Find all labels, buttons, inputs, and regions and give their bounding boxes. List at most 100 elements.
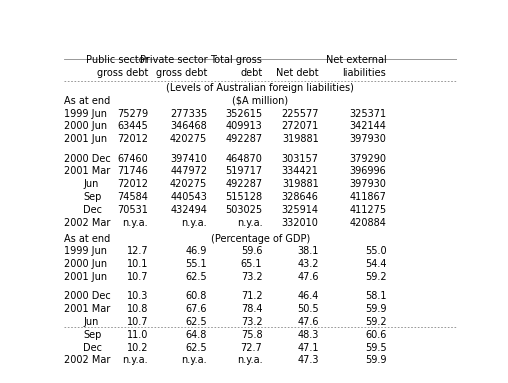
Text: 67460: 67460	[117, 154, 148, 164]
Text: 54.4: 54.4	[365, 259, 386, 269]
Text: As at end: As at end	[65, 234, 111, 244]
Text: 47.6: 47.6	[297, 317, 319, 327]
Text: liabilities: liabilities	[342, 68, 386, 78]
Text: 409913: 409913	[226, 121, 262, 131]
Text: Total gross: Total gross	[210, 56, 262, 65]
Text: 73.2: 73.2	[241, 272, 262, 282]
Text: 332010: 332010	[282, 218, 319, 228]
Text: Jun: Jun	[83, 179, 99, 189]
Text: 72012: 72012	[117, 179, 148, 189]
Text: 397410: 397410	[170, 154, 207, 164]
Text: 10.7: 10.7	[126, 317, 148, 327]
Text: 11.0: 11.0	[127, 330, 148, 340]
Text: Net debt: Net debt	[276, 68, 319, 78]
Text: 2000 Jun: 2000 Jun	[65, 121, 107, 131]
Text: 396996: 396996	[350, 167, 386, 177]
Text: 47.3: 47.3	[297, 355, 319, 365]
Text: 334421: 334421	[282, 167, 319, 177]
Text: 492287: 492287	[225, 134, 262, 144]
Text: 447972: 447972	[170, 167, 207, 177]
Text: Private sector: Private sector	[140, 56, 207, 65]
Text: 65.1: 65.1	[241, 259, 262, 269]
Text: 411275: 411275	[349, 205, 386, 215]
Text: (Percentage of GDP): (Percentage of GDP)	[211, 234, 310, 244]
Text: 397930: 397930	[350, 179, 386, 189]
Text: 2001 Mar: 2001 Mar	[65, 304, 111, 314]
Text: 48.3: 48.3	[297, 330, 319, 340]
Text: 59.2: 59.2	[365, 317, 386, 327]
Text: n.y.a.: n.y.a.	[237, 218, 262, 228]
Text: 75279: 75279	[117, 109, 148, 119]
Text: 328646: 328646	[282, 192, 319, 202]
Text: 72012: 72012	[117, 134, 148, 144]
Text: 59.9: 59.9	[365, 304, 386, 314]
Text: n.y.a.: n.y.a.	[122, 355, 148, 365]
Text: 379290: 379290	[350, 154, 386, 164]
Text: Public sector: Public sector	[85, 56, 148, 65]
Text: 10.7: 10.7	[126, 272, 148, 282]
Text: 272071: 272071	[281, 121, 319, 131]
Text: gross debt: gross debt	[97, 68, 148, 78]
Text: 420884: 420884	[350, 218, 386, 228]
Text: Sep: Sep	[83, 192, 102, 202]
Text: 12.7: 12.7	[126, 246, 148, 256]
Text: 71746: 71746	[117, 167, 148, 177]
Text: 60.8: 60.8	[186, 291, 207, 301]
Text: 2001 Mar: 2001 Mar	[65, 167, 111, 177]
Text: 46.4: 46.4	[297, 291, 319, 301]
Text: 325914: 325914	[281, 205, 319, 215]
Text: ($A million): ($A million)	[232, 96, 289, 106]
Text: 67.6: 67.6	[186, 304, 207, 314]
Text: gross debt: gross debt	[156, 68, 207, 78]
Text: 58.1: 58.1	[365, 291, 386, 301]
Text: 46.9: 46.9	[186, 246, 207, 256]
Text: 74584: 74584	[117, 192, 148, 202]
Text: 47.6: 47.6	[297, 272, 319, 282]
Text: 325371: 325371	[349, 109, 386, 119]
Text: 71.2: 71.2	[241, 291, 262, 301]
Text: 2001 Jun: 2001 Jun	[65, 134, 107, 144]
Text: 2000 Jun: 2000 Jun	[65, 259, 107, 269]
Text: 10.1: 10.1	[127, 259, 148, 269]
Text: 60.6: 60.6	[365, 330, 386, 340]
Text: 64.8: 64.8	[186, 330, 207, 340]
Text: 319881: 319881	[282, 134, 319, 144]
Text: Sep: Sep	[83, 330, 102, 340]
Text: 43.2: 43.2	[297, 259, 319, 269]
Text: 2002 Mar: 2002 Mar	[65, 218, 111, 228]
Text: 38.1: 38.1	[297, 246, 319, 256]
Text: 342144: 342144	[350, 121, 386, 131]
Text: 420275: 420275	[170, 134, 207, 144]
Text: 432494: 432494	[170, 205, 207, 215]
Text: 1999 Jun: 1999 Jun	[65, 109, 107, 119]
Text: 2002 Mar: 2002 Mar	[65, 355, 111, 365]
Text: Net external: Net external	[326, 56, 386, 65]
Text: 62.5: 62.5	[185, 272, 207, 282]
Text: 59.5: 59.5	[365, 343, 386, 353]
Text: 420275: 420275	[170, 179, 207, 189]
Text: 70531: 70531	[117, 205, 148, 215]
Text: debt: debt	[240, 68, 262, 78]
Text: 2001 Jun: 2001 Jun	[65, 272, 107, 282]
Text: 72.7: 72.7	[241, 343, 262, 353]
Text: 10.3: 10.3	[127, 291, 148, 301]
Text: n.y.a.: n.y.a.	[181, 218, 207, 228]
Text: 464870: 464870	[226, 154, 262, 164]
Text: 10.2: 10.2	[126, 343, 148, 353]
Text: 397930: 397930	[350, 134, 386, 144]
Text: Dec: Dec	[83, 343, 102, 353]
Text: 62.5: 62.5	[185, 343, 207, 353]
Text: 346468: 346468	[171, 121, 207, 131]
Text: 503025: 503025	[225, 205, 262, 215]
Text: 73.2: 73.2	[241, 317, 262, 327]
Text: 55.0: 55.0	[365, 246, 386, 256]
Text: 277335: 277335	[170, 109, 207, 119]
Text: 515128: 515128	[225, 192, 262, 202]
Text: 411867: 411867	[350, 192, 386, 202]
Text: 440543: 440543	[170, 192, 207, 202]
Text: 2000 Dec: 2000 Dec	[65, 291, 111, 301]
Text: Dec: Dec	[83, 205, 102, 215]
Text: 62.5: 62.5	[185, 317, 207, 327]
Text: 78.4: 78.4	[241, 304, 262, 314]
Text: 492287: 492287	[225, 179, 262, 189]
